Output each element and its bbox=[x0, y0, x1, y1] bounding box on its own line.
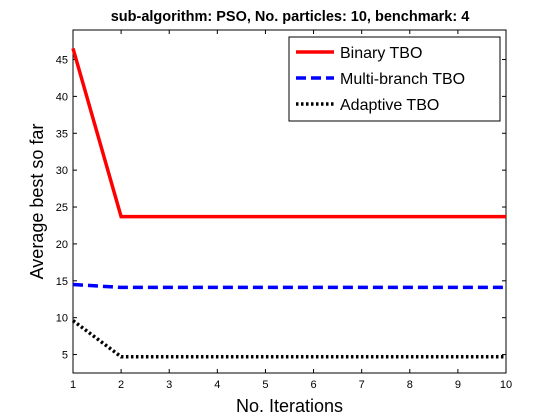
y-tick-label: 45 bbox=[56, 55, 68, 67]
y-tick-label: 30 bbox=[56, 165, 68, 177]
y-tick-label: 35 bbox=[56, 128, 68, 140]
legend: Binary TBO Multi-branch TBO Adaptive TBO bbox=[288, 36, 501, 122]
x-axis: 1 2 3 4 5 6 7 8 9 10 bbox=[70, 30, 512, 391]
x-tick-label: 10 bbox=[500, 379, 512, 391]
x-tick-label: 4 bbox=[214, 379, 220, 391]
chart-title: sub-algorithm: PSO, No. particles: 10, b… bbox=[111, 9, 470, 25]
legend-label-adaptive-tbo: Adaptive TBO bbox=[340, 97, 439, 114]
x-axis-label: No. Iterations bbox=[236, 396, 343, 416]
x-tick-label: 2 bbox=[118, 379, 124, 391]
x-tick-label: 7 bbox=[359, 379, 365, 391]
x-tick-label: 5 bbox=[262, 379, 268, 391]
y-tick-label: 5 bbox=[62, 350, 68, 362]
y-tick-label: 40 bbox=[56, 91, 68, 103]
x-tick-label: 6 bbox=[310, 379, 316, 391]
x-tick-label: 1 bbox=[70, 379, 76, 391]
y-tick-label: 25 bbox=[56, 202, 68, 214]
x-tick-label: 9 bbox=[455, 379, 461, 391]
series-group bbox=[71, 47, 506, 359]
legend-label-binary-tbo: Binary TBO bbox=[340, 45, 422, 62]
y-axis-label: Average best so far bbox=[27, 124, 47, 280]
y-tick-label: 10 bbox=[56, 313, 68, 325]
y-tick-label: 20 bbox=[56, 239, 68, 251]
x-tick-label: 8 bbox=[407, 379, 413, 391]
series-line-multi-branch-tbo bbox=[72, 282, 506, 290]
series-line-binary-tbo bbox=[71, 47, 506, 219]
y-tick-label: 15 bbox=[56, 276, 68, 288]
legend-label-multi-branch-tbo: Multi-branch TBO bbox=[340, 71, 465, 88]
y-axis: 5 10 15 20 25 30 35 40 45 bbox=[56, 55, 506, 362]
x-tick-label: 3 bbox=[166, 379, 172, 391]
